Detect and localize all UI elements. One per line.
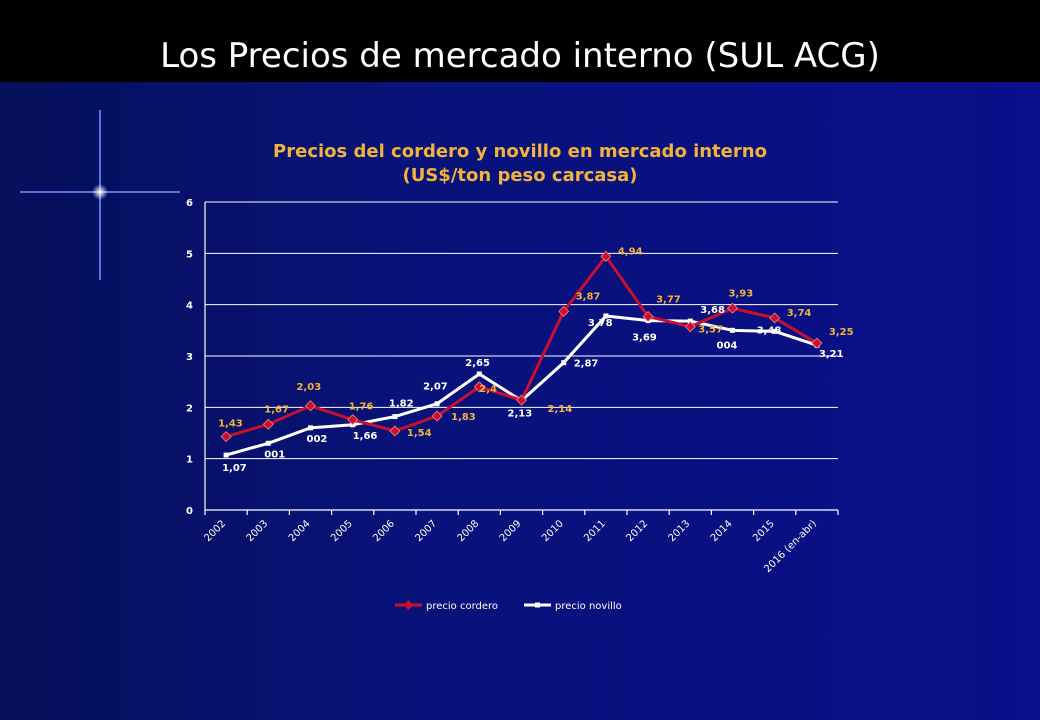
cordero-data-label: 2,03	[297, 382, 322, 393]
cordero-point	[347, 414, 359, 426]
cordero-point	[473, 381, 485, 393]
cordero-point	[642, 310, 654, 322]
legend-label-precio-cordero: precio cordero	[426, 601, 498, 612]
cordero-data-label: 1,54	[407, 428, 432, 439]
cordero-data-label: 2,4	[479, 384, 497, 395]
novillo-point	[392, 414, 398, 420]
cordero-point	[684, 321, 696, 333]
cordero-data-label: 3,57	[698, 325, 723, 336]
novillo-data-label: 1,66	[353, 431, 378, 442]
title-bar	[0, 0, 1040, 82]
x-axis-ticks: 2002 2003 2004 2005 2006 2007 2008 2009 2010 2011…	[202, 518, 819, 575]
x-tick-label: 2013	[667, 518, 693, 544]
x-tick-label: 2006	[371, 518, 397, 544]
novillo-data-label: 1,07	[222, 463, 247, 474]
y-axis-ticks: 0 1 2 3 4 5 6	[186, 198, 193, 517]
novillo-data-label: 2,87	[574, 359, 599, 370]
x-tick-label: 2007	[413, 518, 439, 544]
chart-title-line-1: Precios del cordero y novillo en mercado…	[273, 141, 767, 162]
x-tick-label: 2009	[498, 518, 524, 544]
y-tick-label: 3	[186, 352, 193, 363]
x-tick-label: 2014	[709, 518, 735, 544]
novillo-data-label: 2,07	[423, 382, 448, 393]
series	[220, 250, 823, 458]
x-tick-label: 2015	[751, 518, 777, 544]
data-labels: 1,43 1,67 2,03 1,76 1,54 1,83 2,4 2,14 3,87 4,94 3…	[218, 246, 854, 474]
cordero-point	[220, 431, 232, 443]
y-tick-label: 4	[186, 301, 193, 312]
novillo-point	[434, 401, 440, 407]
cordero-point	[558, 305, 570, 317]
novillo-data-label: 004	[717, 340, 738, 351]
novillo-point	[772, 328, 778, 334]
novillo-data-label: 002	[307, 434, 328, 445]
chart-title: Precios del cordero y novillo en mercado…	[200, 140, 840, 188]
novillo-data-label: 2,13	[508, 409, 533, 420]
cordero-data-label: 3,25	[829, 327, 854, 338]
novillo-data-label: 3,48	[757, 325, 782, 336]
x-tick-label: 2010	[540, 518, 566, 544]
novillo-point	[730, 327, 735, 333]
cordero-point	[769, 312, 781, 324]
cordero-point	[262, 418, 274, 430]
cordero-point	[600, 250, 612, 262]
cordero-data-label: 3,77	[656, 294, 681, 305]
cordero-data-label: 2,14	[548, 404, 573, 415]
cordero-point	[811, 337, 823, 349]
cordero-data-label: 1,43	[218, 419, 243, 430]
x-tick-label: 2012	[624, 518, 650, 544]
legend: precio cordero precio novillo	[395, 600, 622, 612]
cordero-data-label: 3,87	[576, 291, 601, 302]
slide-title: Los Precios de mercado interno (SUL ACG)	[160, 36, 880, 76]
legend-label-precio-novillo: precio novillo	[555, 601, 622, 612]
cordero-point	[515, 394, 528, 406]
novillo-point	[265, 440, 271, 446]
cordero-data-label: 3,74	[787, 308, 812, 319]
y-tick-label: 5	[186, 249, 193, 260]
novillo-point	[561, 360, 567, 366]
x-tick-label: 2005	[329, 518, 355, 544]
x-tick-label: 2003	[245, 518, 271, 544]
chart-title-line-2: (US$/ton peso carcasa)	[402, 165, 638, 186]
novillo-point	[687, 318, 693, 324]
y-tick-label: 1	[186, 455, 193, 466]
novillo-data-label: 001	[264, 449, 285, 460]
y-tick-label: 0	[186, 506, 193, 517]
cordero-point	[726, 302, 739, 314]
novillo-data-label: 2,65	[465, 358, 490, 369]
novillo-data-label: 3,78	[588, 318, 613, 329]
x-tick-label: 2008	[456, 518, 482, 544]
novillo-point	[603, 313, 609, 319]
cordero-point	[304, 400, 317, 412]
novillo-data-label: 3,69	[632, 333, 657, 344]
x-tick-label: 2011	[582, 518, 608, 544]
novillo-data-label: 1,82	[389, 399, 414, 410]
cordero-data-label: 1,83	[451, 412, 476, 423]
legend-marker-cordero	[403, 600, 414, 610]
cordero-point	[431, 410, 443, 422]
novillo-data-label: 3,68	[700, 305, 725, 316]
novillo-point	[308, 425, 313, 431]
cordero-point	[389, 425, 401, 437]
cordero-data-label: 1,76	[349, 402, 374, 413]
legend-marker-novillo	[535, 602, 540, 608]
novillo-point	[476, 371, 482, 377]
y-tick-label: 2	[186, 403, 193, 414]
y-tick-label: 6	[186, 198, 193, 209]
sparkle-decoration	[20, 110, 180, 280]
cordero-data-label: 1,67	[264, 404, 289, 415]
cordero-data-label: 4,94	[618, 246, 643, 257]
novillo-point	[223, 452, 229, 458]
x-tick-label: 2004	[287, 518, 313, 544]
axes	[204, 202, 839, 515]
cordero-data-label: 3,93	[729, 288, 754, 299]
x-tick-label: 2002	[202, 518, 228, 544]
novillo-data-label: 3,21	[819, 349, 844, 360]
